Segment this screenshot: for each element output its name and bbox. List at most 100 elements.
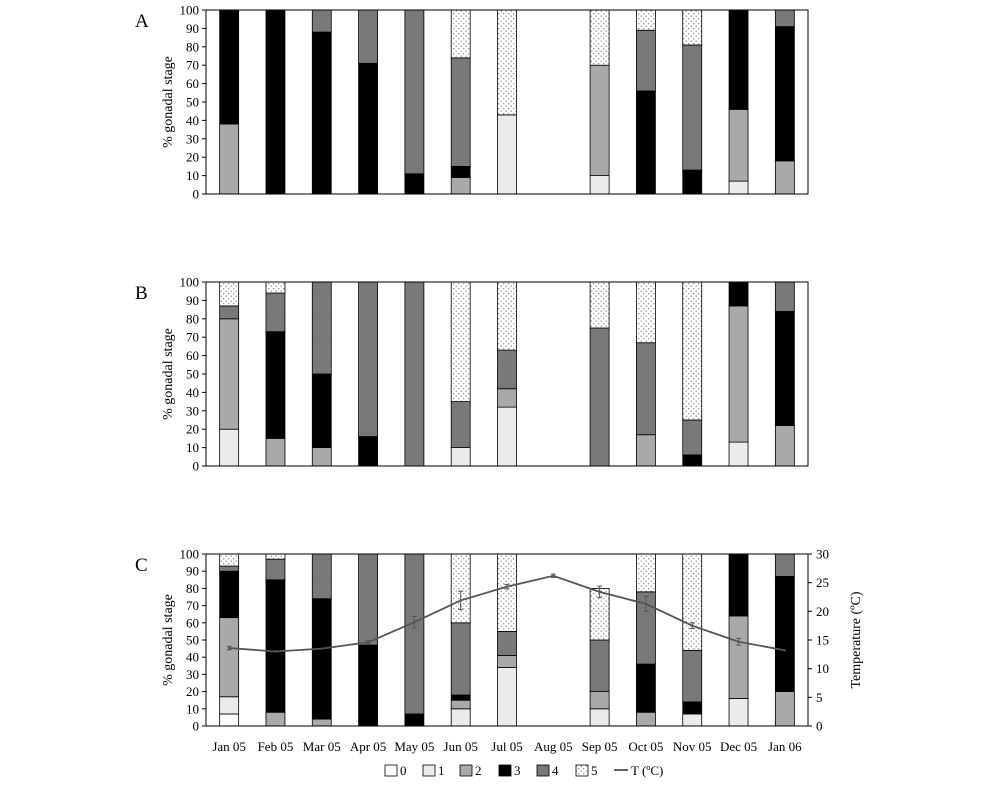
bar-segment-stage-2 [450, 177, 471, 195]
bar-segment-stage-3 [774, 26, 795, 162]
bar-segment-stage-3 [219, 570, 240, 619]
y-tick-label: 30 [186, 667, 199, 682]
bar-segment-stage-5 [497, 553, 517, 632]
legend-swatch-stage-5 [575, 764, 589, 777]
y2-axis-label-c: Temperature (ºC) [849, 591, 864, 688]
y-tick-label: 80 [186, 581, 199, 596]
x-tick-label: Jun 05 [444, 739, 478, 754]
bar-segment-stage-4 [636, 29, 656, 92]
bar-segment-stage-4 [358, 553, 378, 646]
bar-segment-stage-1 [219, 428, 240, 467]
y-tick-label: 70 [186, 598, 199, 613]
bar-segment-stage-2 [497, 655, 517, 668]
bar-segment-stage-2 [728, 108, 749, 182]
panel-label-b: B [135, 283, 148, 304]
bar-segment-stage-2 [589, 64, 610, 176]
bar-segment-stage-5 [265, 553, 286, 560]
y-tick-label: 70 [186, 330, 199, 345]
bar-segment-stage-3 [774, 575, 795, 692]
bar-segment-stage-4 [774, 281, 795, 312]
bar-segment-stage-2 [219, 617, 240, 698]
y-tick-label: 10 [186, 168, 199, 183]
bar-segment-stage-3 [682, 169, 703, 195]
y-tick-label: 60 [186, 76, 199, 91]
legend-label-stage-0: 0 [400, 763, 407, 778]
y-tick-label: 90 [186, 21, 199, 36]
y-tick-label: 20 [186, 150, 199, 165]
temperature-line [226, 573, 787, 653]
bar-segment-stage-5 [636, 553, 656, 593]
bar-segment-stage-2 [497, 388, 517, 408]
temperature-point [505, 585, 509, 588]
y-tick-label: 0 [193, 459, 200, 474]
bar-segment-stage-4 [589, 327, 610, 467]
bar-segment-stage-1 [728, 698, 749, 727]
bar-segment-stage-4 [404, 281, 425, 467]
bar-segment-stage-5 [589, 281, 610, 329]
bar-segment-stage-4 [311, 9, 332, 33]
bar-segment-stage-2 [311, 447, 332, 467]
panel-a: A % gonadal stage 0 10 20 30 40 50 60 70 80 90 100 [135, 3, 809, 202]
bar-segment-stage-3 [265, 331, 286, 439]
panel-b: B % gonadal stage 0 10 20 30 40 50 60 70 80 90 100 [135, 275, 809, 474]
bar-segment-stage-4 [450, 622, 471, 696]
legend-label-stage-1: 1 [438, 763, 445, 778]
y-axis-label-b: % gonadal stage [161, 328, 176, 420]
bar-segment-stage-2 [728, 305, 749, 443]
bar-segment-stage-2 [774, 691, 795, 727]
bar-segment-stage-4 [311, 553, 332, 600]
y-ticks-b: 0 10 20 30 40 50 60 70 80 90 100 [180, 275, 206, 474]
panel-label-a: A [135, 11, 149, 32]
bar-segment-stage-2 [589, 691, 610, 710]
y-tick-label: 50 [186, 367, 199, 382]
temperature-point [644, 602, 648, 606]
bar-segment-stage-5 [219, 553, 240, 567]
bar-segment-stage-5 [636, 281, 656, 344]
y-tick-label: 100 [180, 3, 200, 18]
y-tick-label: 40 [186, 650, 199, 665]
y-ticks-a: 0 10 20 30 40 50 60 70 80 90 100 [180, 3, 206, 202]
bar-segment-stage-4 [404, 553, 425, 715]
bar-segment-stage-4 [636, 342, 656, 436]
bar-segment-stage-3 [682, 454, 703, 467]
bar-segment-stage-5 [450, 9, 471, 59]
bar-segment-stage-5 [450, 553, 471, 624]
bar-segment-stage-1 [728, 441, 749, 467]
bar-segment-stage-5 [636, 9, 656, 31]
bar-segment-stage-3 [358, 62, 378, 195]
bar-segment-stage-3 [265, 9, 286, 195]
bar-segment-stage-2 [774, 160, 795, 195]
legend-label-stage-2: 2 [475, 763, 482, 778]
y-tick-label: 60 [186, 615, 199, 630]
bar-segment-stage-0 [219, 713, 240, 727]
bar-segment-stage-4 [404, 9, 425, 175]
x-tick-label: Mar 05 [303, 739, 341, 754]
legend-swatch-stage-2 [459, 764, 473, 777]
bar-segment-stage-2 [311, 718, 332, 727]
y-tick-label: 0 [193, 187, 200, 202]
x-tick-label: Aug 05 [534, 739, 573, 754]
y-tick-label: 60 [186, 348, 199, 363]
y-tick-label: 80 [186, 39, 199, 54]
x-tick-label: Dec 05 [720, 739, 757, 754]
temperature-point [691, 624, 694, 627]
legend-label-stage-4: 4 [552, 763, 559, 778]
temperature-point [366, 641, 370, 644]
plot-frame-a [205, 9, 809, 195]
bar-segment-stage-3 [728, 281, 749, 307]
x-tick-label: Feb 05 [258, 739, 294, 754]
y2-tick-label: 20 [816, 604, 829, 619]
x-tick-labels: Jan 05 Feb 05 Mar 05 Apr 05 May 05 Jun 05 Jul … [212, 739, 802, 754]
bar-segment-stage-1 [450, 708, 471, 727]
bar-segment-stage-4 [589, 639, 610, 692]
plot-frame-c [205, 553, 809, 727]
bar-segment-stage-5 [682, 281, 703, 421]
bar-segment-stage-3 [311, 31, 332, 195]
y-tick-label: 10 [186, 440, 199, 455]
bar-segment-stage-3 [774, 311, 795, 426]
x-tick-label: Apr 05 [350, 739, 386, 754]
bar-segment-stage-4 [450, 401, 471, 449]
bar-segment-stage-3 [450, 165, 471, 178]
legend: 0 1 2 3 4 5 T (ºC) [384, 763, 663, 778]
